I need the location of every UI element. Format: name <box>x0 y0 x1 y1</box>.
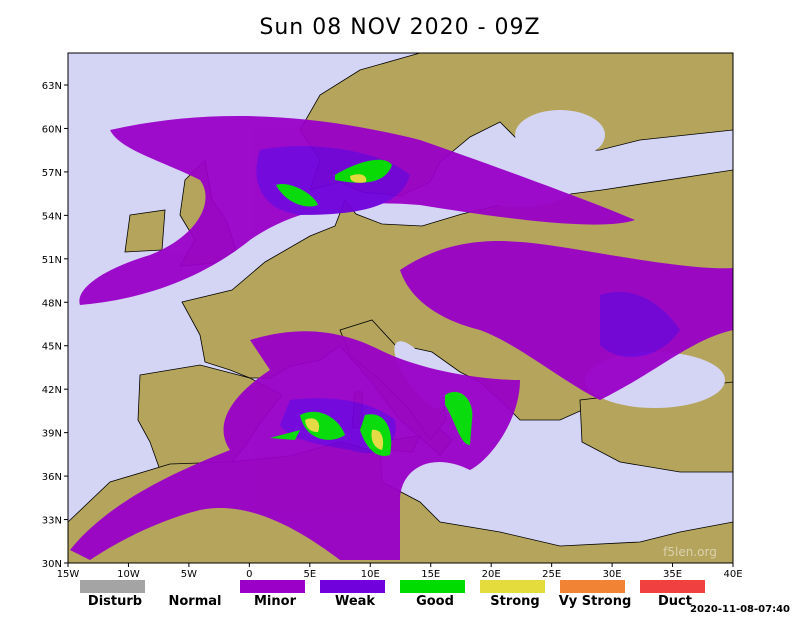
lon-label: 0 <box>246 569 252 580</box>
legend-label: Minor <box>254 594 297 609</box>
lat-label: 63N <box>42 81 62 92</box>
lon-label: 10E <box>361 569 380 580</box>
lon-label: 35E <box>663 569 682 580</box>
legend-label: Normal <box>169 594 222 609</box>
legend-swatch <box>480 580 545 593</box>
lat-label: 60N <box>42 124 62 135</box>
lat-label: 57N <box>42 168 62 179</box>
lat-label: 42N <box>42 385 62 396</box>
legend-swatch <box>560 580 625 593</box>
legend-swatch <box>80 580 145 593</box>
lon-label: 15E <box>421 569 440 580</box>
lat-label: 39N <box>42 429 62 440</box>
lon-label: 30E <box>603 569 622 580</box>
lon-label: 15W <box>57 569 80 580</box>
legend-label: Weak <box>335 594 375 609</box>
legend-label: Duct <box>658 594 692 609</box>
timestamp: 2020-11-08-07:40 <box>690 604 790 615</box>
lat-label: 54N <box>42 211 62 222</box>
lon-label: 5E <box>303 569 316 580</box>
lat-label: 36N <box>42 472 62 483</box>
legend: Disturb Normal Minor Weak Good Strong Vy Stron… <box>80 580 705 609</box>
watermark: f5len.org <box>663 545 717 559</box>
legend-swatch <box>640 580 705 593</box>
legend-label: Disturb <box>88 594 142 609</box>
legend-swatch <box>240 580 305 593</box>
lat-label: 45N <box>42 342 62 353</box>
ducting-areas <box>70 116 733 560</box>
legend-label: Strong <box>490 594 539 609</box>
lon-label: 25E <box>542 569 561 580</box>
map: f5len.org <box>68 53 733 563</box>
lat-label: 48N <box>42 298 62 309</box>
lon-label: 5W <box>181 569 197 580</box>
lat-label: 33N <box>42 516 62 527</box>
lat-label: 51N <box>42 255 62 266</box>
legend-label: Vy Strong <box>559 594 632 609</box>
legend-swatch <box>400 580 465 593</box>
lat-label: 30N <box>42 559 62 570</box>
lon-label: 10W <box>117 569 140 580</box>
legend-label: Good <box>416 594 454 609</box>
lon-label: 40E <box>723 569 742 580</box>
legend-swatch <box>320 580 385 593</box>
lon-label: 20E <box>482 569 501 580</box>
map-title: Sun 08 NOV 2020 - 09Z <box>259 15 540 40</box>
map-frame <box>67 52 734 564</box>
